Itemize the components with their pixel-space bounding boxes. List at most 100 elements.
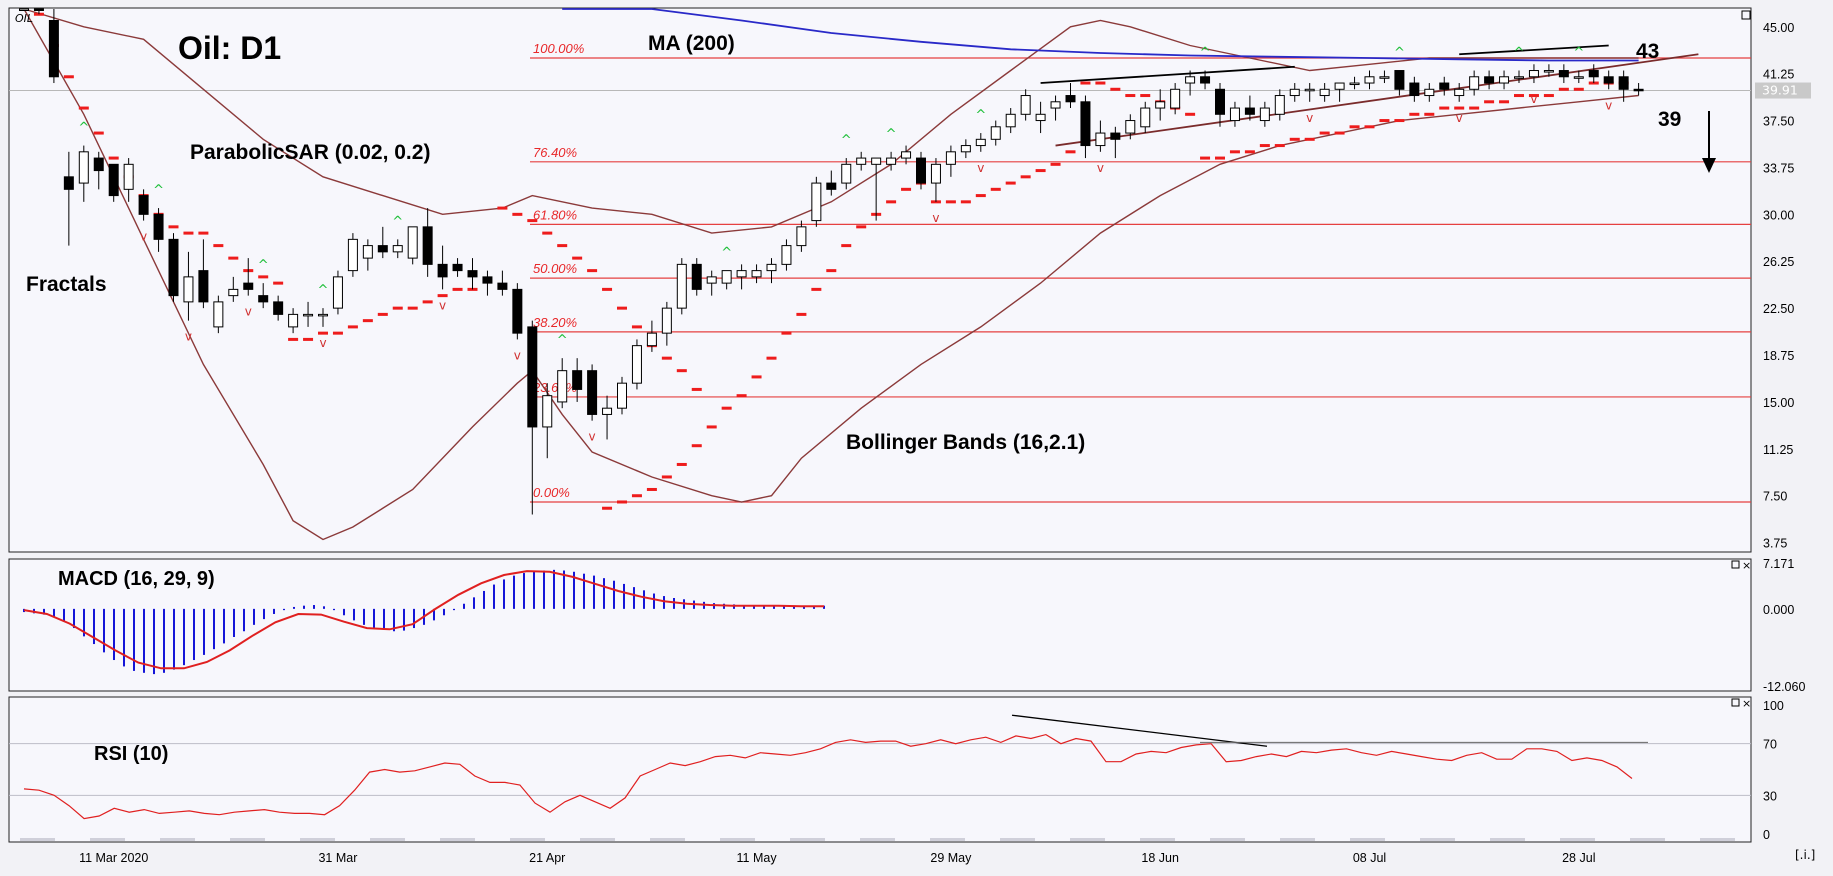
svg-text:×: × — [1742, 559, 1751, 572]
parabolic-sar-dot — [990, 187, 1001, 191]
parabolic-sar-dot — [661, 356, 672, 360]
fibonacci-label: 38.20% — [533, 315, 577, 330]
candle-body — [1200, 76, 1211, 84]
level-low-label: 39 — [1658, 108, 1681, 131]
parabolic-sar-dot — [1334, 131, 1345, 135]
candle-body — [138, 195, 149, 215]
maximize-icon[interactable] — [1741, 10, 1751, 20]
candle — [572, 358, 583, 402]
rsi-close-icon[interactable]: × — [1742, 697, 1751, 710]
y-tick-label: 11.25 — [1763, 443, 1793, 457]
candle-body — [48, 20, 59, 78]
rsi-tick-label: 0 — [1763, 828, 1770, 842]
candle-body — [1379, 76, 1390, 79]
candle-body — [153, 213, 164, 240]
fractal-down-icon: v — [589, 430, 596, 444]
time-scale-band — [930, 838, 965, 841]
parabolic-sar-dot — [602, 506, 613, 510]
parabolic-sar-dot — [796, 312, 807, 316]
candle-body — [213, 301, 224, 328]
candle — [497, 270, 508, 296]
candle-body — [1155, 101, 1166, 109]
candle — [796, 220, 807, 252]
parabolic-sar-dot — [602, 287, 613, 291]
price-tag-value: 39.91 — [1762, 83, 1798, 98]
parabolic-sar-dot — [63, 75, 74, 79]
scroll-control-icon[interactable]: [.i.] — [1795, 848, 1815, 862]
parabolic-sar-dot — [183, 231, 194, 235]
macd-tick-label: 7.171 — [1763, 557, 1794, 571]
parabolic-sar-label: ParabolicSAR (0.02, 0.2) — [190, 141, 430, 164]
parabolic-sar-dot — [228, 256, 239, 260]
parabolic-sar-dot — [1095, 81, 1106, 85]
candle-body — [766, 263, 777, 272]
candle — [1603, 70, 1614, 90]
candle-body — [1454, 88, 1465, 97]
candle — [347, 233, 358, 277]
candle-body — [796, 226, 807, 247]
fractal-down-icon: v — [932, 211, 939, 225]
candle-body — [1334, 82, 1345, 90]
fractal-up-icon: ^ — [1394, 46, 1405, 61]
candle-body — [1424, 88, 1435, 97]
candle-body — [706, 276, 717, 284]
parabolic-sar-dot — [1274, 144, 1285, 148]
parabolic-sar-dot — [706, 425, 717, 429]
candle-body — [78, 151, 89, 184]
main-panel — [8, 7, 1752, 553]
candle — [1349, 76, 1360, 90]
candle-body — [33, 8, 44, 11]
candle-body — [841, 163, 852, 184]
parabolic-sar-dot — [1080, 81, 1091, 85]
candle — [721, 270, 732, 290]
candle-body — [1215, 88, 1225, 115]
time-scale-band — [1420, 838, 1455, 841]
candle — [1289, 83, 1300, 102]
candle-body — [1409, 82, 1420, 97]
rsi-tick-label: 30 — [1763, 789, 1777, 803]
macd-close-icon[interactable]: × — [1742, 559, 1751, 572]
rsi-restore-icon[interactable] — [1731, 698, 1740, 707]
candle-body — [228, 288, 239, 297]
fractal-up-icon: ^ — [1514, 46, 1525, 61]
parabolic-sar-dot — [1200, 156, 1211, 160]
parabolic-sar-dot — [1035, 169, 1046, 173]
time-scale-band — [1280, 838, 1315, 841]
x-tick-label: 31 Mar — [318, 851, 357, 865]
candle — [781, 239, 792, 271]
ma200-line — [562, 8, 1639, 62]
rsi-panel — [8, 696, 1752, 843]
candle — [108, 163, 119, 202]
candle-body — [1349, 82, 1360, 86]
macd-restore-icon[interactable] — [1731, 560, 1740, 569]
candle-body — [617, 382, 627, 409]
parabolic-sar-dot — [1424, 112, 1435, 116]
candle-body — [721, 270, 732, 284]
candle-body — [781, 245, 792, 265]
parabolic-sar-dot — [377, 312, 388, 316]
fractal-down-icon: v — [514, 348, 521, 362]
parabolic-sar-dot — [676, 369, 687, 373]
candle — [1200, 70, 1211, 90]
candle — [273, 295, 284, 321]
fractal-down-icon: v — [1097, 161, 1104, 175]
candle-body — [1065, 95, 1076, 103]
candle — [1125, 114, 1136, 140]
candle — [811, 176, 822, 227]
candle — [123, 158, 134, 202]
parabolic-sar-dot — [258, 275, 269, 279]
macd-panel — [8, 558, 1752, 692]
candle — [407, 226, 418, 265]
parabolic-sar-dot — [108, 156, 119, 160]
candle — [826, 170, 837, 196]
time-scale-band — [440, 838, 475, 841]
candle-body — [871, 157, 882, 165]
parabolic-sar-dot — [1185, 112, 1196, 116]
candle-body — [1319, 88, 1330, 97]
fractal-down-icon: v — [1306, 111, 1313, 125]
parabolic-sar-dot — [303, 337, 314, 341]
candle — [33, 8, 44, 15]
macd-tick-label: 0.000 — [1763, 603, 1794, 617]
